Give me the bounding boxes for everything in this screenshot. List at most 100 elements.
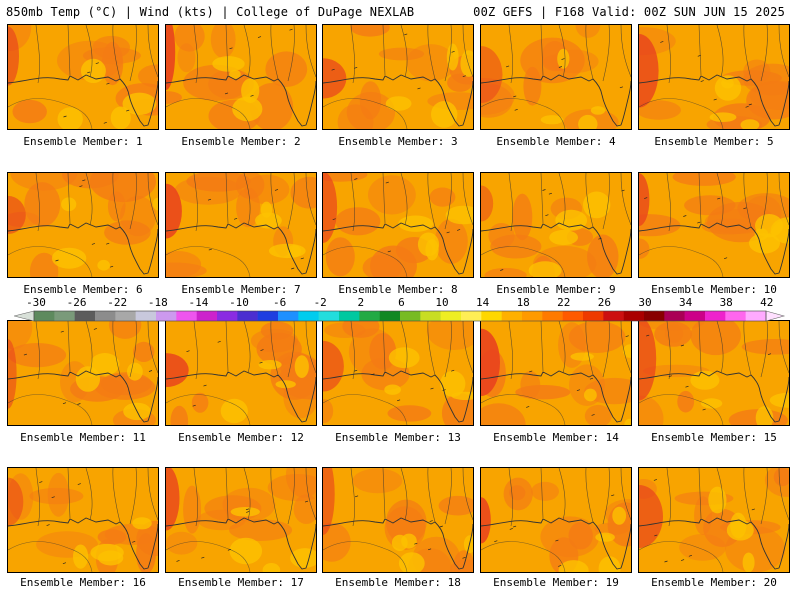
temperature-map (639, 173, 789, 277)
ensemble-map-panel (322, 172, 474, 278)
ensemble-member-label: Ensemble Member: 14 (493, 431, 619, 444)
colorbar-segment (481, 311, 502, 321)
temperature-map (323, 468, 473, 572)
temperature-map (639, 468, 789, 572)
ensemble-map-panel (7, 172, 159, 278)
colorbar-segment (379, 311, 401, 321)
temperature-map (323, 173, 473, 277)
colorbar-tick-label: -10 (229, 296, 249, 309)
colorbar-segment (664, 311, 685, 321)
ensemble-member-label: Ensemble Member: 9 (496, 283, 616, 296)
colorbar-segment (318, 311, 340, 321)
colorbar-tick-label: 10 (435, 296, 449, 309)
colorbar-segment (95, 311, 116, 321)
colorbar-segment (217, 311, 238, 321)
colorbar-tick-label: 14 (475, 296, 490, 309)
map-title: 850mb Temp (°C) | Wind (kts) | College o… (6, 5, 415, 19)
colorbar-tick-label: 22 (557, 296, 571, 309)
ensemble-map-panel (480, 172, 632, 278)
colorbar-tick-label: 42 (760, 296, 774, 309)
temperature-map (8, 468, 158, 572)
temperature-map (8, 25, 158, 129)
colorbar-segment (623, 311, 645, 321)
ensemble-map-panel (165, 172, 317, 278)
ensemble-member-label: Ensemble Member: 2 (181, 135, 301, 148)
ensemble-member-label: Ensemble Member: 18 (335, 576, 461, 589)
colorbar-segment (237, 311, 258, 321)
temperature-map (166, 173, 316, 277)
colorbar-tick-label: 30 (638, 296, 652, 309)
colorbar-tick-label: 6 (398, 296, 405, 309)
colorbar-segment (522, 311, 543, 321)
temperature-map (8, 321, 158, 425)
temperature-map (323, 25, 473, 129)
ensemble-map-panel (638, 24, 790, 130)
colorbar-tick-label: -26 (66, 296, 87, 309)
colorbar-tick-label: -18 (147, 296, 168, 309)
ensemble-map-panel (7, 24, 159, 130)
ensemble-member-label: Ensemble Member: 10 (651, 283, 777, 296)
temperature-map (323, 321, 473, 425)
temperature-map (166, 468, 316, 572)
colorbar-tick-label: -6 (272, 296, 287, 309)
colorbar-tick-label: -30 (26, 296, 46, 309)
colorbar-tick-label: -22 (107, 296, 128, 309)
colorbar-segment (725, 311, 746, 321)
ensemble-map-panel (638, 172, 790, 278)
ensemble-member-label: Ensemble Member: 13 (335, 431, 461, 444)
colorbar-segment (684, 311, 706, 321)
ensemble-map-panel (480, 320, 632, 426)
colorbar-segment (257, 311, 279, 321)
colorbar-segment (156, 311, 177, 321)
temperature-map (481, 173, 631, 277)
ensemble-map-panel (7, 320, 159, 426)
temperature-map (639, 25, 789, 129)
colorbar-tick-label: -2 (313, 296, 327, 309)
colorbar-segment (278, 311, 299, 321)
ensemble-member-label: Ensemble Member: 5 (654, 135, 774, 148)
ensemble-map-panel (480, 24, 632, 130)
colorbar-segment (135, 311, 157, 321)
colorbar-segment (542, 311, 563, 321)
temperature-map (166, 321, 316, 425)
colorbar-segment (176, 311, 197, 321)
colorbar-segment (34, 311, 55, 321)
temperature-map (639, 321, 789, 425)
ensemble-map-panel (165, 467, 317, 573)
ensemble-member-label: Ensemble Member: 11 (20, 431, 146, 444)
colorbar-segment (440, 311, 462, 321)
colorbar-segment (603, 311, 624, 321)
colorbar-segment (583, 311, 604, 321)
ensemble-member-label: Ensemble Member: 8 (338, 283, 458, 296)
ensemble-map-panel (322, 24, 474, 130)
colorbar-segment (115, 311, 136, 321)
colorbar-segment (705, 311, 726, 321)
temperature-colorbar (14, 310, 786, 322)
ensemble-map-panel (638, 467, 790, 573)
colorbar-tick-label: 18 (516, 296, 530, 309)
ensemble-member-label: Ensemble Member: 1 (23, 135, 143, 148)
temperature-map (481, 321, 631, 425)
ensemble-member-label: Ensemble Member: 20 (651, 576, 777, 589)
ensemble-map-panel (7, 467, 159, 573)
ensemble-member-label: Ensemble Member: 6 (23, 283, 143, 296)
ensemble-member-label: Ensemble Member: 7 (181, 283, 301, 296)
colorbar-segment (562, 311, 584, 321)
ensemble-map-panel (165, 24, 317, 130)
temperature-map (8, 173, 158, 277)
temperature-map (166, 25, 316, 129)
ensemble-map-panel (165, 320, 317, 426)
colorbar-tick-label: -14 (188, 296, 209, 309)
colorbar-segment (74, 311, 96, 321)
temperature-map (481, 25, 631, 129)
colorbar-segment (54, 311, 75, 321)
ensemble-member-label: Ensemble Member: 12 (178, 431, 304, 444)
temperature-map (481, 468, 631, 572)
colorbar-tick-label: 38 (719, 296, 733, 309)
colorbar-segment (196, 311, 218, 321)
ensemble-map-panel (480, 467, 632, 573)
colorbar-segment (400, 311, 421, 321)
colorbar-segment (298, 311, 319, 321)
colorbar-segment (420, 311, 441, 321)
run-valid-time: 00Z GEFS | F168 Valid: 00Z SUN JUN 15 20… (473, 5, 785, 19)
